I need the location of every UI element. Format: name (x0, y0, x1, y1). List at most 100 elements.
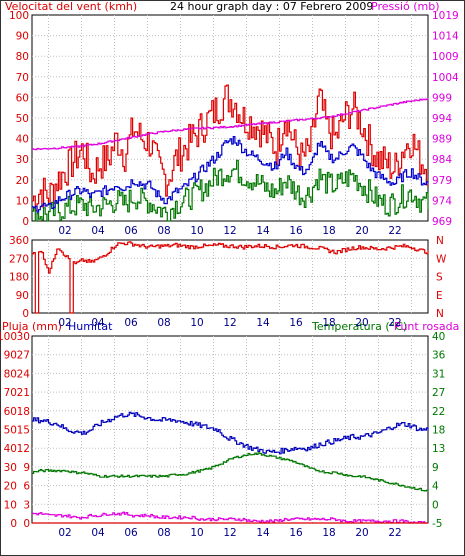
x-tick-label: 12 (223, 527, 236, 539)
y-left-tick-label: 10 (16, 195, 29, 207)
y-left2-tick-label: 3 (23, 499, 30, 511)
wind-speed-line (32, 84, 429, 212)
y-right-tick-label: 979 (432, 175, 452, 187)
y-left-tick-label: 50 (16, 113, 29, 125)
y-left-tick-label: 90 (16, 290, 29, 302)
y-right-tick-label: 969 (432, 216, 452, 228)
y-left2-tick-label: 6 (23, 481, 30, 493)
y-right-tick-label: N (436, 235, 444, 247)
x-tick-label: 08 (157, 225, 170, 237)
y-left-tick-label: 180 (9, 272, 29, 284)
x-tick-label: 22 (388, 527, 401, 539)
graph-title: 24 hour graph day : 07 Febrero 2009 (170, 0, 373, 13)
y-left-tick-label: 70 (16, 72, 29, 84)
y-right-tick-label: 4 (432, 481, 439, 493)
y-left-tick-label: 60 (16, 92, 29, 104)
x-tick-label: 18 (322, 527, 335, 539)
y-left2-tick-label: 30 (17, 331, 30, 343)
x-tick-label: 08 (157, 527, 170, 539)
y-left2-tick-label: 18 (17, 406, 30, 418)
y-right-tick-label: 13 (432, 443, 445, 455)
y-right-tick-label: N (436, 308, 444, 320)
x-tick-label: 20 (355, 225, 368, 237)
pressure-line (32, 97, 429, 151)
wind-low-line (32, 159, 429, 222)
x-tick-label: 14 (256, 527, 270, 539)
y-right-tick-label: 984 (432, 154, 452, 166)
y-right-tick-label: 1014 (432, 31, 459, 43)
y-left-tick-label: 90 (4, 350, 17, 362)
x-tick-label: 12 (223, 225, 236, 237)
y-left-tick-label: 10 (4, 499, 17, 511)
y-right-tick-label: 994 (432, 113, 452, 125)
y-left2-tick-label: 15 (17, 425, 30, 437)
wind-direction-line (32, 241, 429, 314)
x-tick-label: 22 (388, 225, 401, 237)
y-right-tick-label: W (436, 253, 447, 265)
x-tick-label: 16 (289, 317, 303, 329)
x-tick-label: 12 (223, 317, 236, 329)
wind-axis-label: Velocitat del vent (kmh) (5, 0, 137, 13)
y-right-tick-label: 18 (432, 425, 445, 437)
x-tick-label: 14 (256, 225, 270, 237)
y-right-tick-label: 9 (432, 462, 439, 474)
x-tick-label: 16 (289, 527, 303, 539)
y-right-tick-label: 40 (432, 331, 445, 343)
y-left2-tick-label: 9 (23, 462, 30, 474)
y-right-tick-label: S (436, 272, 443, 284)
x-tick-label: 16 (289, 225, 303, 237)
y-left-tick-label: 30 (4, 462, 17, 474)
x-tick-label: 10 (190, 527, 203, 539)
x-tick-label: 06 (124, 225, 138, 237)
y-left-tick-label: 270 (9, 253, 29, 265)
y-left-tick-label: 20 (16, 175, 29, 187)
y-left-tick-label: 0 (22, 216, 29, 228)
rain-axis-label: Pluja (mm) (2, 320, 62, 333)
y-right-tick-label: 36 (432, 350, 446, 362)
y-left-tick-label: 90 (16, 31, 29, 43)
y-left-tick-label: 60 (4, 406, 17, 418)
x-tick-label: 14 (256, 317, 270, 329)
y-left-tick-label: 0 (22, 308, 29, 320)
y-left-tick-label: 30 (16, 154, 29, 166)
wind-average-line (32, 136, 429, 213)
x-tick-label: 06 (124, 527, 138, 539)
y-right-tick-label: 22 (432, 406, 445, 418)
x-tick-label: 10 (190, 225, 203, 237)
x-tick-label: 06 (124, 317, 138, 329)
x-tick-label: 22 (388, 317, 401, 329)
y-left-tick-label: 40 (4, 443, 17, 455)
y-left-tick-label: 80 (16, 51, 29, 63)
dewpoint-line (32, 511, 428, 524)
y-left2-tick-label: 21 (17, 387, 30, 399)
x-tick-label: 04 (91, 317, 105, 329)
y-left2-tick-label: 24 (17, 368, 31, 380)
y-left2-tick-label: 12 (17, 443, 30, 455)
y-right-tick-label: 999 (432, 92, 452, 104)
y-right-tick-label: 974 (432, 195, 452, 207)
x-tick-label: 04 (91, 527, 105, 539)
humidity-axis-label: Humitat (68, 320, 113, 333)
temperature-line (32, 452, 429, 492)
y-left-tick-label: 0 (10, 518, 17, 530)
temperature-axis-label: Temperatura (°C) (311, 320, 407, 333)
y-left-tick-label: 80 (4, 368, 17, 380)
y-left-tick-label: 100 (9, 10, 29, 22)
x-tick-label: 20 (355, 527, 368, 539)
y-right-tick-label: 1004 (432, 72, 459, 84)
x-tick-label: 02 (58, 527, 71, 539)
y-left-tick-label: 70 (4, 387, 17, 399)
y-right-tick-label: 27 (432, 387, 445, 399)
x-tick-label: 04 (91, 225, 105, 237)
pressure-axis-label: Pressió (mb) (371, 0, 440, 13)
x-tick-label: 02 (58, 225, 71, 237)
y-right-tick-label: 1009 (432, 51, 459, 63)
y-right-tick-label: E (436, 290, 443, 302)
x-tick-label: 18 (322, 225, 335, 237)
y-left2-tick-label: 27 (17, 350, 30, 362)
y-left-tick-label: 40 (16, 134, 29, 146)
y-right-tick-label: -5 (432, 518, 442, 530)
y-left-tick-label: 50 (4, 425, 17, 437)
